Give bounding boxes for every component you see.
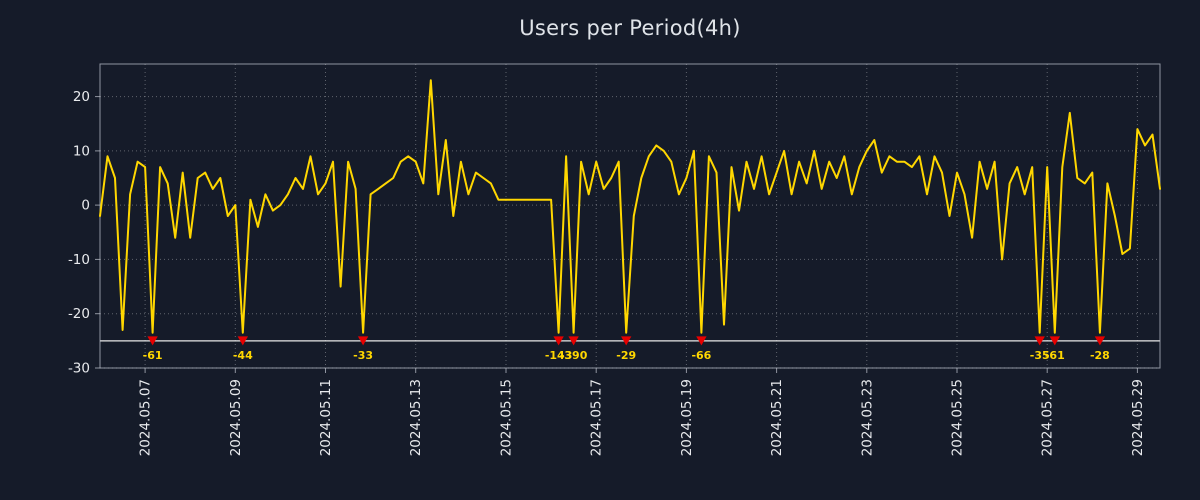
y-tick-label: -20	[68, 306, 90, 322]
marker-label: -143	[545, 349, 573, 362]
marker-triangle-icon	[553, 336, 564, 346]
x-tick-label: 2024.05.13	[408, 379, 424, 456]
x-tick-label: 2024.05.21	[769, 379, 785, 456]
x-tick-label: 2024.05.23	[859, 379, 875, 456]
marker-triangle-icon	[1049, 336, 1060, 346]
marker-label: -28	[1090, 349, 1110, 362]
series-line	[99, 79, 1161, 334]
x-tick-label: 2024.05.25	[950, 379, 966, 456]
x-tick-label: 2024.05.17	[589, 379, 605, 456]
y-tick-label: -30	[68, 361, 90, 377]
marker-label: -29	[616, 349, 636, 362]
x-tick-label: 2024.05.29	[1130, 379, 1146, 456]
x-tick-label: 2024.05.11	[318, 379, 334, 456]
marker-triangle-icon	[147, 336, 158, 346]
marker-triangle-icon	[568, 336, 579, 346]
marker-triangle-icon	[621, 336, 632, 346]
marker-label: -44	[233, 349, 253, 362]
marker-triangle-icon	[357, 336, 369, 346]
marker-label: -35	[1030, 349, 1050, 362]
grid-lines	[100, 64, 1160, 369]
x-tick-label: 2024.05.15	[499, 379, 515, 456]
marker-label: -61	[143, 349, 163, 362]
marker-label: -66	[691, 349, 711, 362]
clipped-markers: -61 -44 -33 -143-390 -29 -66 -35-61 -28	[143, 336, 1110, 362]
marker-label: -33	[353, 349, 373, 362]
marker-triangle-icon	[237, 336, 248, 346]
x-tick-label: 2024.05.27	[1040, 379, 1056, 456]
marker-triangle-icon	[1034, 336, 1045, 346]
marker-label: -61	[1045, 349, 1065, 362]
marker-triangle-icon	[1094, 336, 1106, 346]
y-tick-label: 0	[81, 198, 90, 214]
y-tick-label: -10	[68, 252, 90, 268]
chart-title: Users per Period(4h)	[519, 16, 741, 40]
x-tick-label: 2024.05.09	[228, 379, 244, 456]
x-tick-label: 2024.05.07	[138, 379, 154, 456]
marker-triangle-icon	[696, 336, 707, 346]
y-tick-label: 20	[73, 89, 90, 105]
x-tick-label: 2024.05.19	[679, 379, 695, 456]
plot-border	[99, 63, 1161, 369]
y-tick-label: 10	[73, 143, 90, 159]
marker-label: -390	[560, 349, 588, 362]
